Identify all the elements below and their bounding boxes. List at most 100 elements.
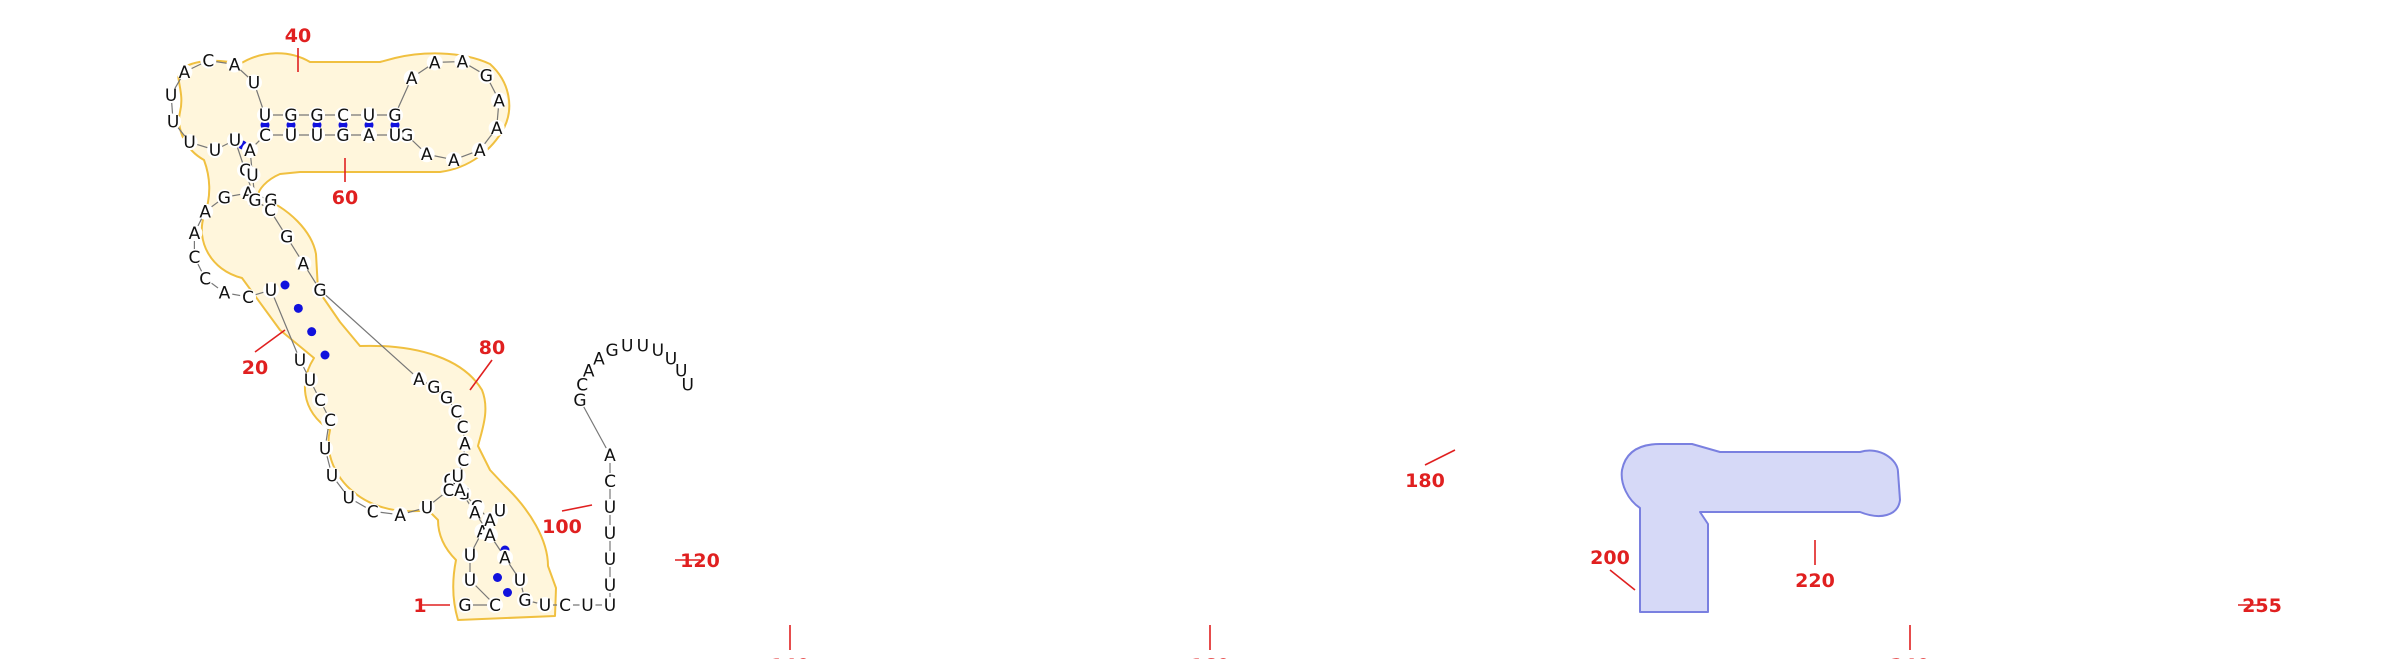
- nucleotide: U: [421, 498, 433, 518]
- nucleotide-pad: [456, 435, 473, 452]
- nucleotide: A: [394, 506, 406, 526]
- nucleotide: A: [583, 361, 595, 381]
- nucleotide-pad: [292, 352, 308, 368]
- nucleotide: A: [199, 203, 211, 223]
- nucleotide: C: [259, 126, 271, 146]
- nucleotide: U: [363, 106, 375, 126]
- nucleotide: U: [165, 86, 177, 106]
- nucleotide-pad: [602, 473, 618, 489]
- nucleotide-pad: [467, 504, 483, 521]
- nucleotide-pad: [602, 525, 618, 541]
- nucleotide: C: [450, 402, 462, 422]
- nucleotide-pad: [454, 53, 471, 70]
- nucleotide: A: [493, 91, 505, 111]
- nucleotide-pad: [176, 64, 193, 81]
- nucleotide: U: [464, 546, 476, 566]
- nucleotide-pad: [448, 403, 465, 420]
- nucleotide: U: [265, 281, 277, 301]
- nucleotide: A: [474, 141, 486, 161]
- nucleotide-pad: [455, 452, 472, 469]
- nucleotide-pad: [312, 392, 328, 408]
- nucleotide: C: [202, 52, 214, 72]
- nucleotide-pad: [462, 572, 478, 588]
- nucleotide: U: [581, 596, 593, 616]
- nucleotide: G: [518, 591, 531, 611]
- nucleotide: U: [652, 341, 664, 361]
- nucleotide-pad: [491, 92, 508, 109]
- nucleotide-pad: [471, 142, 488, 159]
- nucleotide-pad: [445, 151, 462, 168]
- nucleotide-pad: [426, 54, 443, 71]
- nucleotide: U: [326, 466, 338, 486]
- nucleotide-pad: [634, 337, 651, 354]
- nucleotide: U: [604, 524, 616, 544]
- nucleotide-pad: [207, 142, 223, 158]
- nucleotide: G: [388, 106, 401, 126]
- nucleotide-pad: [410, 371, 427, 388]
- nucleotide: C: [239, 161, 251, 181]
- base-pair-dot: [280, 280, 290, 290]
- base-pair-dot: [320, 350, 330, 360]
- nucleotide: U: [604, 498, 616, 518]
- nucleotide: A: [189, 224, 201, 244]
- nucleotide: A: [219, 284, 231, 304]
- nucleotide-pad: [557, 597, 573, 613]
- nucleotide-pad: [604, 341, 621, 358]
- nucleotide: A: [454, 481, 466, 501]
- nucleotide: A: [421, 145, 433, 165]
- nucleotide-pad: [335, 107, 351, 123]
- base-pair-dot: [293, 303, 303, 313]
- nucleotide: C: [457, 418, 469, 438]
- nucleotide-pad: [673, 362, 690, 379]
- nucleotide-pad: [462, 547, 478, 563]
- nucleotide-pad: [247, 192, 263, 208]
- numbering-label: 40: [285, 25, 311, 47]
- nucleotide-pad: [478, 67, 495, 84]
- numbering-label: 20: [242, 357, 268, 379]
- nucleotide: U: [319, 439, 331, 459]
- base-pair-dot: [364, 120, 374, 130]
- nucleotide-pad: [322, 412, 338, 428]
- nucleotide: C: [337, 106, 349, 126]
- nucleotide-pad: [242, 142, 258, 158]
- nucleotide: A: [457, 53, 469, 73]
- numbering-tick: [561, 504, 593, 512]
- nucleotide: C: [242, 288, 254, 308]
- nucleotide-pad: [602, 447, 618, 463]
- nucleotide: U: [229, 131, 241, 151]
- nucleotide: U: [665, 349, 677, 369]
- nucleotide-pad: [262, 202, 278, 218]
- nucleotide-pad: [649, 341, 666, 358]
- nucleotide-pad: [309, 107, 325, 123]
- nucleotide: G: [248, 191, 261, 211]
- nucleotide-pad: [679, 376, 696, 393]
- backbone-link: [319, 289, 420, 380]
- numbering-label: 160: [1190, 655, 1230, 659]
- nucleotide-pad: [398, 127, 415, 143]
- nucleotide: C: [324, 411, 336, 431]
- nucleotide: G: [458, 596, 471, 616]
- base-pair-dot: [390, 120, 400, 130]
- nucleotide: U: [311, 126, 323, 146]
- nucleotide-pad: [619, 337, 636, 354]
- nucleotide-pad: [257, 107, 273, 123]
- nucleotide: U: [604, 576, 616, 596]
- base-pair-dot: [307, 327, 317, 337]
- numbering-tick: [469, 359, 493, 391]
- nucleotide: A: [406, 69, 418, 89]
- nucleotide: A: [244, 141, 256, 161]
- numbering-label: 180: [1405, 470, 1445, 492]
- nucleotide-pad: [457, 597, 473, 613]
- numbering-label: 240: [1890, 655, 1930, 659]
- nucleotide-pad: [387, 127, 403, 143]
- backbone-link: [579, 399, 611, 456]
- nucleotide-pad: [216, 189, 233, 206]
- domain-highlight-layer: [177, 52, 1901, 621]
- nucleotide-pad: [482, 512, 498, 528]
- base-pair-dot: [338, 120, 348, 130]
- nucleotide-pad: [165, 113, 182, 130]
- nucleotide-pad: [425, 378, 442, 395]
- nucleotide-pad: [216, 284, 233, 301]
- nucleotide: A: [229, 55, 241, 75]
- nucleotide: A: [469, 504, 481, 524]
